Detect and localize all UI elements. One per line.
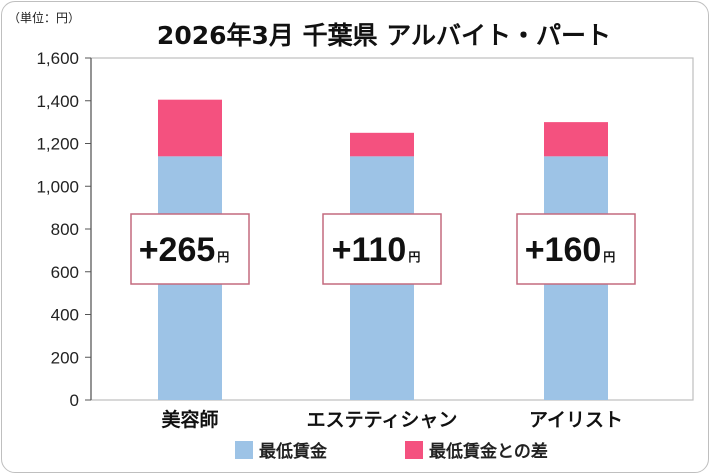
y-tick-label: 1,200 <box>36 135 79 154</box>
y-tick-label: 0 <box>70 391 79 410</box>
legend-swatch <box>235 441 253 459</box>
y-tick-label: 800 <box>51 220 79 239</box>
y-tick-label: 1,000 <box>36 177 79 196</box>
value-label-unit: 円 <box>408 250 420 264</box>
x-category-label: エステティシャン <box>307 409 458 431</box>
value-label-frame <box>516 213 636 285</box>
bar-segment <box>158 99 222 157</box>
value-label-sign: + <box>332 231 352 269</box>
legend-label: 最低賃金 <box>259 441 328 462</box>
unit-label: （単位：円） <box>8 10 80 25</box>
bar-segment <box>544 122 608 157</box>
y-tick-label: 400 <box>51 306 79 325</box>
value-label-text: +160 円 <box>525 231 616 269</box>
value-label-number: 160 <box>545 231 602 269</box>
y-tick-label: 600 <box>51 263 79 282</box>
value-label-sign: + <box>525 231 545 269</box>
value-labels: +265 円 +110 円 +160 円 <box>130 213 636 285</box>
value-label-number: 265 <box>159 231 216 269</box>
legend-label: 最低賃金との差 <box>429 441 548 462</box>
value-label-frame <box>130 213 250 285</box>
bar-segment <box>350 132 414 157</box>
y-tick-label: 200 <box>51 348 79 367</box>
value-label-number: 110 <box>351 231 406 269</box>
x-category-label: 美容師 <box>161 408 218 431</box>
value-label-box: +265 円 <box>130 213 250 285</box>
value-label-box: +110 円 <box>322 213 442 285</box>
value-label-unit: 円 <box>217 250 229 264</box>
legend-swatch <box>405 441 423 459</box>
value-label-frame <box>322 213 442 285</box>
x-category-label: アイリスト <box>529 409 623 431</box>
value-label-unit: 円 <box>603 250 615 264</box>
value-label-sign: + <box>139 231 159 269</box>
x-axis: 美容師 エステティシャン アイリスト <box>161 408 623 431</box>
value-label-box: +160 円 <box>516 213 636 285</box>
chart-title: 2026年3月 千葉県 アルバイト・パート <box>157 21 611 50</box>
y-axis: 0 200 400 600 800 1,000 1,200 1,400 1,600 <box>36 49 92 410</box>
legend-item: 最低賃金 <box>235 441 328 462</box>
legend: 最低賃金 最低賃金との差 <box>235 441 548 462</box>
value-label-text: +265 円 <box>139 231 230 269</box>
y-tick-label: 1,600 <box>36 49 79 68</box>
legend-item: 最低賃金との差 <box>405 441 548 462</box>
value-label-text: +110 円 <box>332 231 421 269</box>
y-tick-label: 1,400 <box>36 92 79 111</box>
